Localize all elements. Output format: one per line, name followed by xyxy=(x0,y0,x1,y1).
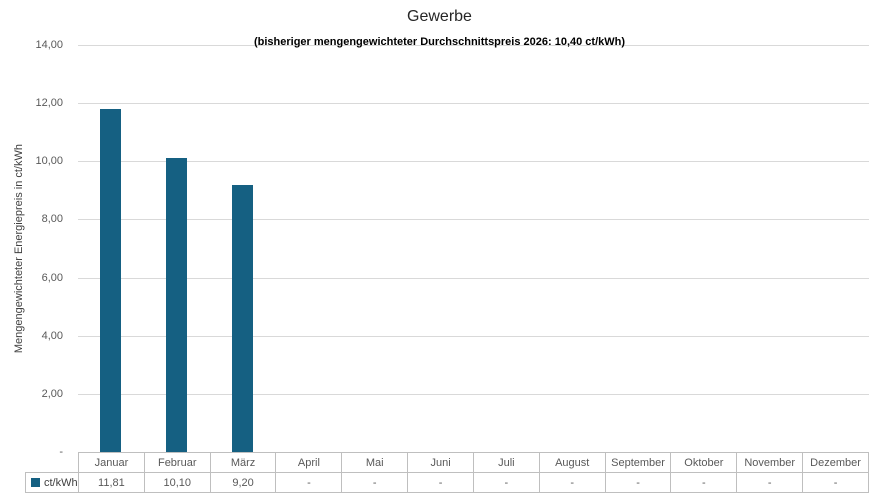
gridline xyxy=(78,103,869,105)
table-header-mai: Mai xyxy=(341,452,409,473)
table-header-juni: Juni xyxy=(407,452,474,473)
legend-key-icon xyxy=(31,477,40,487)
table-header-juli: Juli xyxy=(472,452,540,473)
table-value-november: - xyxy=(736,472,804,493)
y-axis-tick-label: 12,00 xyxy=(35,97,63,110)
table-value-september: - xyxy=(604,472,672,493)
gridline xyxy=(78,335,869,337)
table-header-november: November xyxy=(736,452,804,473)
gridline xyxy=(78,45,869,46)
y-axis-tick-label: 2,00 xyxy=(41,387,63,400)
table-value-dezember: - xyxy=(802,472,869,493)
table-header-september: September xyxy=(604,452,672,473)
chart-title: Gewerbe xyxy=(407,8,472,25)
table-header-januar: Januar xyxy=(78,452,145,473)
legend-cell: ct/kWh xyxy=(25,472,79,493)
table-value-februar: 10,10 xyxy=(143,472,211,493)
y-axis-title: Mengengewichteter Energiepreis in ct/kWh xyxy=(13,143,25,354)
gridline xyxy=(78,393,869,395)
table-value-oktober: - xyxy=(670,472,738,493)
y-axis-tick-label: 10,00 xyxy=(35,155,63,168)
table-header-oktober: Oktober xyxy=(670,452,738,473)
table-value-märz: 9,20 xyxy=(209,472,277,493)
bar-februar xyxy=(166,158,188,452)
table-value-januar: 11,81 xyxy=(78,472,145,493)
table-value-august: - xyxy=(538,472,606,493)
table-header-row: Januar Februar März April Mai Juni Juli August S… xyxy=(26,452,869,473)
table-header-märz: März xyxy=(209,452,277,473)
bar-januar xyxy=(100,108,122,452)
y-axis-tick-label: 6,00 xyxy=(41,271,63,284)
table-value-juni: - xyxy=(407,472,474,493)
table-header-april: April xyxy=(275,452,343,473)
gridline xyxy=(78,219,869,221)
chart-subtitle: (bisheriger mengengewichteter Durchschni… xyxy=(253,36,626,48)
y-axis-tick-label: - xyxy=(59,446,63,458)
y-axis-tick-label: 8,00 xyxy=(41,213,63,226)
table-value-row: ct/kWh 11,81 10,10 9,20- - - - - - - - - xyxy=(25,472,869,493)
gridline xyxy=(78,277,869,279)
table-value-mai: - xyxy=(341,472,409,493)
table-value-april: - xyxy=(275,472,343,493)
gridline xyxy=(78,161,869,163)
table-header-februar: Februar xyxy=(143,452,211,473)
table-corner-cell xyxy=(26,453,79,473)
table-header-dezember: Dezember xyxy=(802,452,869,473)
data-table: Januar Februar März April Mai Juni Juli August S… xyxy=(25,452,869,493)
y-axis-tick-label: 4,00 xyxy=(41,329,63,342)
bar-märz xyxy=(232,184,254,452)
plot-area xyxy=(78,45,869,452)
table-value-juli: - xyxy=(472,472,540,493)
table-header-august: August xyxy=(538,452,606,473)
legend-label: ct/kWh xyxy=(44,476,78,489)
y-axis-tick-label: 14,00 xyxy=(35,39,63,51)
